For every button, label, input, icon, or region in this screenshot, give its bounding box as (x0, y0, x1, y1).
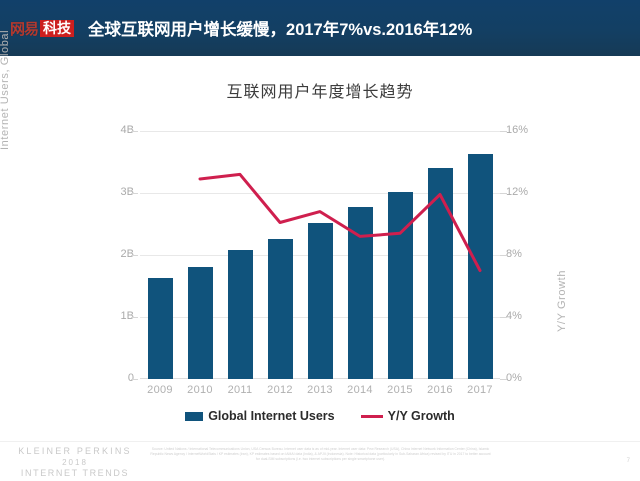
bar-2009[interactable] (147, 277, 173, 379)
x-axis-labels: 2009 2010 2011 2012 2013 2014 2015 2016 2017 (140, 384, 500, 400)
bar-2012[interactable] (267, 238, 293, 379)
y-tick-0: 0 (127, 372, 134, 384)
bar-slot-2015 (380, 131, 420, 379)
bar-2010[interactable] (187, 266, 213, 379)
bar-2015[interactable] (387, 191, 413, 379)
y2-tick-1: 4% (506, 310, 522, 322)
y2-tick-3: 12% (506, 186, 529, 198)
y-tickmark-1 (131, 317, 138, 318)
bar-slot-2012 (260, 131, 300, 379)
y2-tickmark-1 (500, 317, 507, 318)
y2-tick-0: 0% (506, 372, 522, 384)
header-bar: 网易 科技 全球互联网用户增长缓慢，2017年7%vs.2016年12% (0, 0, 640, 56)
x-label-2016: 2016 (427, 384, 453, 396)
netease-tech-logo: 网易 科技 (10, 18, 75, 38)
growth-line-series (198, 172, 482, 272)
y-tick-1: 1B (120, 310, 134, 322)
y2-tick-2: 8% (506, 248, 522, 260)
y2-tick-4: 16% (506, 124, 529, 136)
y-tick-2: 2B (120, 248, 134, 260)
legend-label-bars: Global Internet Users (208, 409, 335, 423)
y-tick-3: 3B (120, 186, 134, 198)
y2-tickmark-0 (500, 379, 507, 380)
plot-area (140, 131, 500, 379)
bar-slot-2013 (300, 131, 340, 379)
gridline-4b (140, 131, 500, 132)
x-label-2017: 2017 (467, 384, 493, 396)
brand-line-3: INTERNET TRENDS (20, 468, 130, 478)
y-axis-left-label: Internet Users, Global (0, 29, 11, 150)
logo-badge-text: 科技 (40, 19, 75, 37)
bar-slot-2009 (140, 131, 180, 379)
y2-tickmark-4 (500, 131, 507, 132)
x-label-2009: 2009 (147, 384, 173, 396)
bar-slot-2017 (460, 131, 500, 379)
legend-item-line[interactable]: Y/Y Growth (360, 409, 455, 423)
kleiner-perkins-brand: KLEINER PERKINS 2018 INTERNET TRENDS (10, 446, 140, 479)
y-tick-4: 4B (120, 124, 134, 136)
x-label-2011: 2011 (227, 384, 253, 396)
page-number: 7 (626, 458, 630, 464)
y2-tickmark-2 (500, 255, 507, 256)
x-label-2010: 2010 (187, 384, 213, 396)
bar-slot-2010 (180, 131, 220, 379)
chart-legend: Global Internet Users Y/Y Growth (0, 409, 640, 423)
x-label-2015: 2015 (387, 384, 413, 396)
bar-slot-2011 (220, 131, 260, 379)
y-tickmark-3 (131, 193, 138, 194)
x-label-2012: 2012 (267, 384, 293, 396)
source-note: Source: United Nations / International T… (150, 447, 491, 462)
brand-line-1: KLEINER PERKINS (18, 446, 132, 456)
legend-item-bars[interactable]: Global Internet Users (185, 409, 335, 423)
y-tickmark-2 (131, 255, 138, 256)
brand-line-2: 2018 (62, 458, 88, 467)
legend-label-line: Y/Y Growth (387, 409, 455, 423)
footer: KLEINER PERKINS 2018 INTERNET TRENDS Sou… (0, 441, 640, 481)
bar-2017[interactable] (467, 153, 493, 379)
x-label-2013: 2013 (307, 384, 333, 396)
y-tickmark-0 (131, 379, 138, 380)
x-label-2014: 2014 (347, 384, 373, 396)
y-axis-right-label: Y/Y Growth (556, 269, 568, 332)
y2-tickmark-3 (500, 193, 507, 194)
y-tickmark-4 (131, 131, 138, 132)
gridline-3b (140, 193, 500, 194)
legend-bar-swatch-icon (185, 411, 204, 421)
legend-line-swatch-icon (360, 414, 383, 418)
logo-primary-text: 网易 (10, 20, 39, 38)
chart-title: 互联网用户年度增长趋势 (226, 84, 414, 101)
page-title: 全球互联网用户增长缓慢，2017年7%vs.2016年12% (88, 21, 473, 39)
bar-2011[interactable] (227, 250, 253, 379)
bar-series (140, 131, 500, 379)
bar-2013[interactable] (307, 222, 333, 379)
